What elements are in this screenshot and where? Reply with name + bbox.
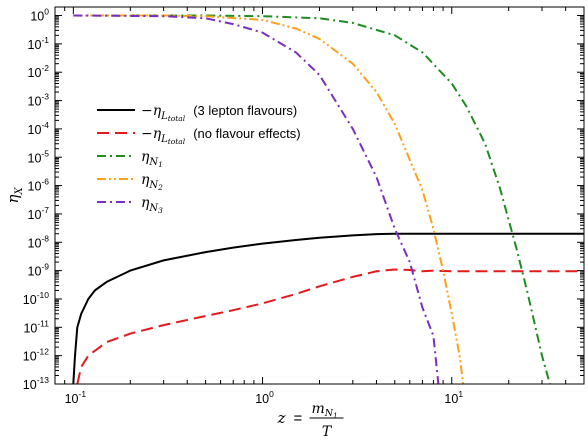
legend-label-2: −ηLtotal(no flavour effects) xyxy=(141,126,301,146)
y-tick-label: 10-1 xyxy=(28,35,50,52)
series-line-1 xyxy=(72,232,584,384)
svg-text:T: T xyxy=(322,424,333,440)
y-tick-label: 10-8 xyxy=(28,233,50,250)
legend-label-3: ηN1 xyxy=(141,149,163,169)
legend: −ηLtotal(3 lepton flavours) −ηLtotal(no f… xyxy=(97,103,301,215)
plot-frame xyxy=(54,6,585,385)
x-tick-label: 101 xyxy=(444,389,463,406)
axis-labels: ηX z = mN1 T xyxy=(4,187,344,440)
svg-text:z: z xyxy=(277,409,286,427)
y-tick-label: 10-13 xyxy=(23,375,49,392)
tick-labels: 100 10-1 10-2 10-3 10-4 10-5 10-6 10-7 10-8 10-9 1… xyxy=(23,7,464,406)
svg-text:=: = xyxy=(294,410,303,427)
y-tick-label: 10-3 xyxy=(28,92,50,109)
y-tick-label: 10-12 xyxy=(23,347,49,364)
legend-label-5: ηN3 xyxy=(141,195,163,215)
legend-label-4: ηN2 xyxy=(141,172,163,192)
plot-area xyxy=(72,14,584,384)
x-axis-label: z = mN1 T xyxy=(277,401,344,440)
svg-text:mN1: mN1 xyxy=(312,401,338,420)
axes xyxy=(54,6,585,385)
legend-label-1: −ηLtotal(3 lepton flavours) xyxy=(141,103,297,123)
y-axis-label: ηX xyxy=(4,187,25,204)
y-tick-label: 10-2 xyxy=(28,63,50,80)
series-line-5 xyxy=(73,14,440,384)
y-tick-label: 10-7 xyxy=(28,205,50,222)
series-line-3 xyxy=(73,14,551,384)
series-line-4 xyxy=(73,14,465,384)
y-tick-label: 10-11 xyxy=(23,318,49,335)
y-tick-label: 100 xyxy=(30,7,49,24)
y-tick-label: 10-6 xyxy=(28,177,50,194)
x-tick-label: 100 xyxy=(255,389,274,406)
x-tick-label: 10-1 xyxy=(65,389,87,406)
y-tick-label: 10-10 xyxy=(23,290,49,307)
series-line-2 xyxy=(76,268,584,384)
y-tick-label: 10-9 xyxy=(28,262,50,279)
y-tick-label: 10-4 xyxy=(28,120,50,137)
y-tick-label: 10-5 xyxy=(28,148,50,165)
